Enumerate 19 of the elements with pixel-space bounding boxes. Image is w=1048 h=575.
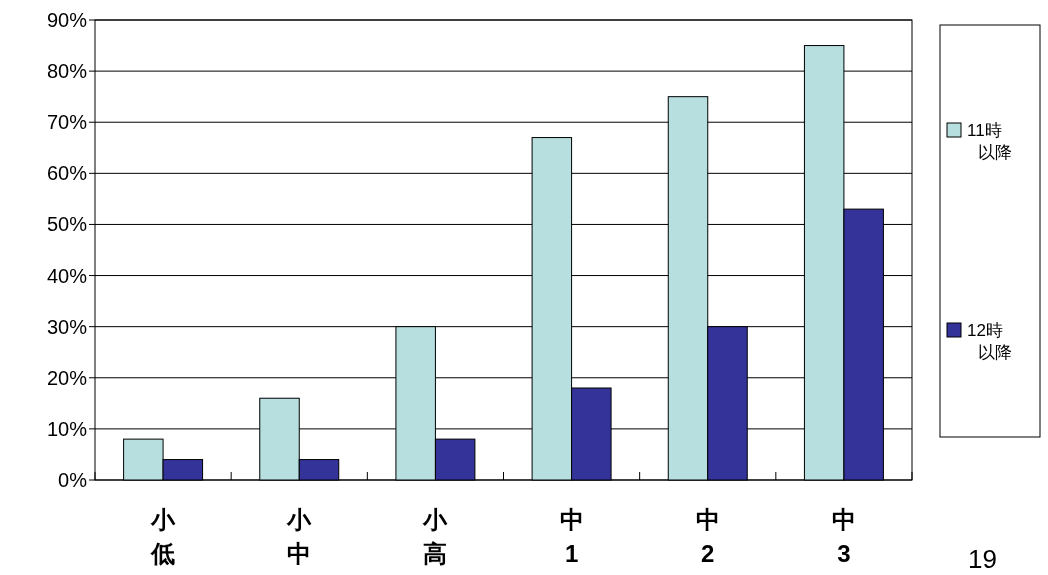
x-tick-label: 小低 — [150, 506, 177, 567]
x-tick-label: 中3 — [831, 506, 856, 567]
y-tick-label: 90% — [46, 9, 88, 31]
text: 19 — [968, 544, 997, 574]
y-tick-label: 30% — [46, 315, 88, 338]
legend-label: 11時以降 — [967, 120, 1012, 162]
y-tick-label: 20% — [46, 366, 88, 389]
y-tick-label: 70% — [46, 111, 88, 134]
x-tick-label: 中2 — [695, 506, 720, 567]
y-tick-label: 50% — [46, 213, 88, 236]
x-tick-label: 小中 — [286, 506, 313, 567]
y-tick-label: 80% — [46, 60, 88, 83]
y-tick-label: 10% — [46, 417, 88, 440]
x-tick-label: 中1 — [559, 506, 584, 567]
legend-label: 12時以降 — [967, 320, 1012, 362]
y-tick-label: 40% — [46, 264, 88, 287]
y-tick-label: 0% — [58, 469, 88, 491]
y-tick-label: 60% — [46, 162, 88, 185]
x-tick-label: 小高 — [422, 506, 449, 567]
